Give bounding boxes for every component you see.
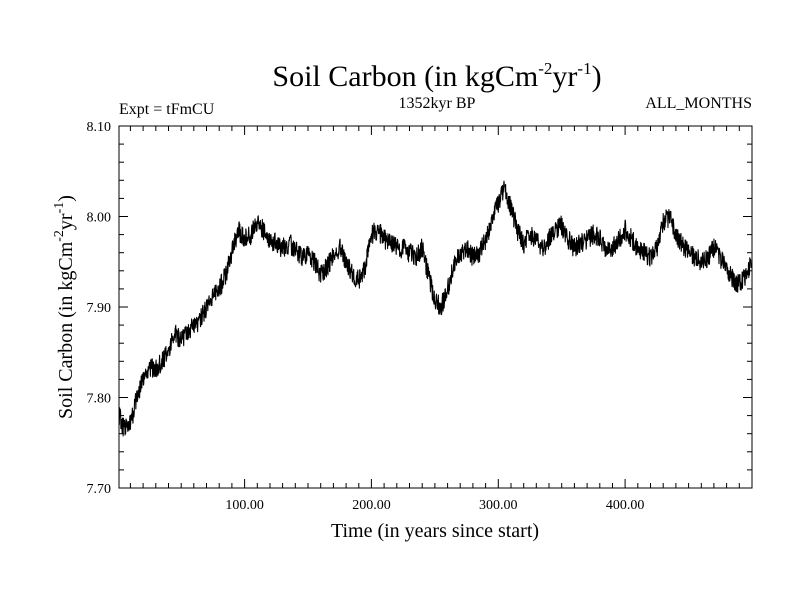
months-label: ALL_MONTHS xyxy=(645,95,752,112)
x-tick-label: 100.00 xyxy=(225,498,264,513)
experiment-label: Expt = tFmCU xyxy=(119,101,215,118)
y-tick-label: 8.10 xyxy=(87,120,112,135)
x-axis-title: Time (in years since start) xyxy=(331,520,539,542)
y-tick-label: 7.70 xyxy=(87,482,112,497)
x-tick-labels: 100.00 200.00 300.00 400.00 xyxy=(225,498,644,513)
x-tick-label: 300.00 xyxy=(479,498,518,513)
y-tick-label: 7.90 xyxy=(87,301,112,316)
y-axis-title: Soil Carbon (in kgCm-2yr-1) xyxy=(52,195,77,419)
period-label: 1352kyr BP xyxy=(399,95,476,112)
y-tick-label: 8.00 xyxy=(87,211,112,226)
y-tick-labels: 7.70 7.80 7.90 8.00 8.10 xyxy=(87,120,112,497)
x-tick-label: 400.00 xyxy=(606,498,645,513)
chart-title: Soil Carbon (in kgCm-2yr-1) xyxy=(272,59,601,93)
soil-carbon-series-line xyxy=(118,180,753,437)
y-tick-label: 7.80 xyxy=(87,392,112,407)
x-tick-label: 200.00 xyxy=(352,498,391,513)
